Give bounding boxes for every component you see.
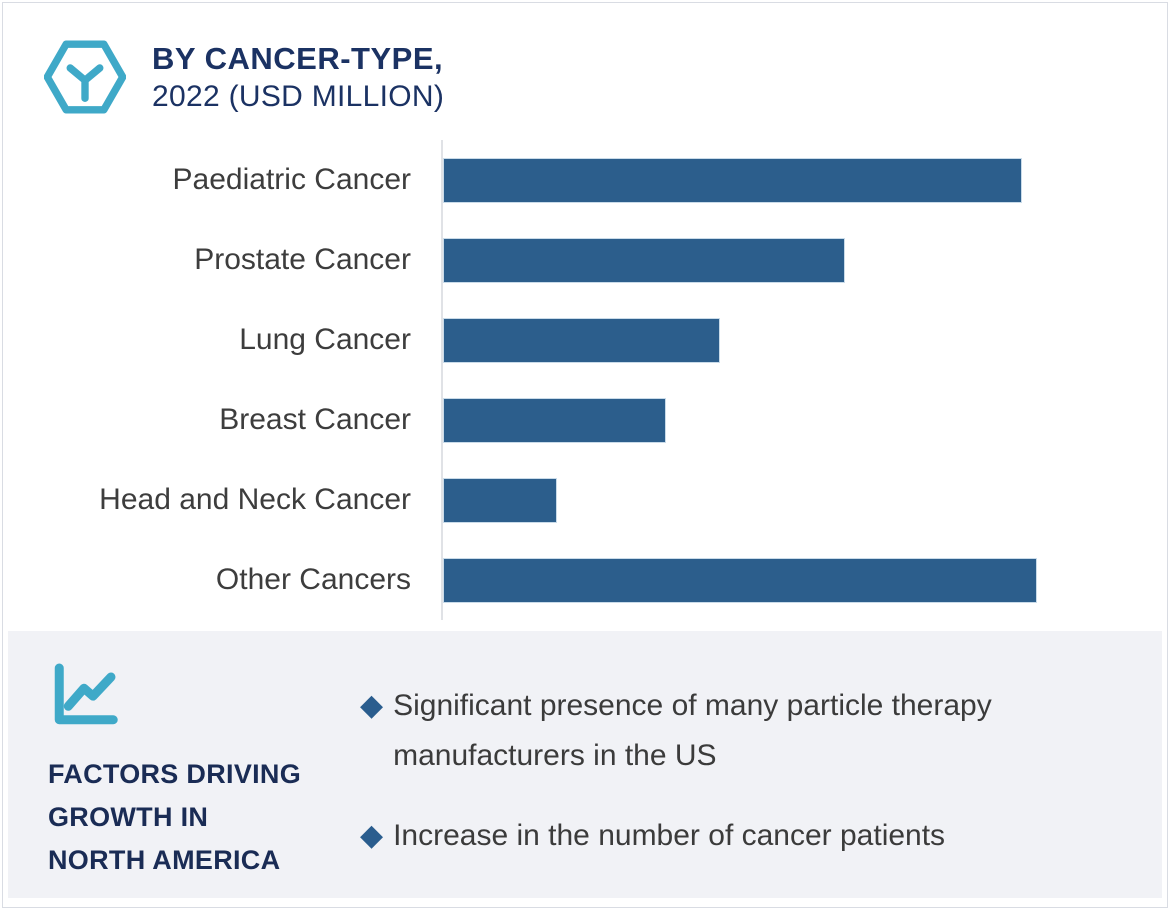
bar-track	[441, 317, 1170, 363]
line-chart-icon	[54, 663, 118, 725]
y-axis-line	[441, 140, 443, 620]
chart-title-line1: BY CANCER-TYPE,	[152, 41, 444, 76]
chart-row: Breast Cancer	[0, 380, 1170, 460]
factors-heading-line2: GROWTH IN	[48, 802, 209, 832]
category-label: Breast Cancer	[219, 403, 411, 436]
chart-row: Other Cancers	[0, 540, 1170, 620]
chart-rows: Paediatric Cancer Prostate Cancer Lung Can…	[0, 140, 1170, 620]
bar	[443, 557, 1037, 603]
diamond-bullet-icon: ◆	[360, 819, 384, 852]
bar-track	[441, 557, 1170, 603]
bar-track	[441, 237, 1170, 283]
bullet-item: ◆ Increase in the number of cancer patie…	[360, 811, 1140, 861]
chart-row: Prostate Cancer	[0, 220, 1170, 300]
factors-panel: FACTORS DRIVING GROWTH IN NORTH AMERICA …	[8, 631, 1162, 898]
bullet-text: Significant presence of many particle th…	[393, 689, 992, 772]
bar	[443, 477, 557, 523]
factors-heading: FACTORS DRIVING GROWTH IN NORTH AMERICA	[48, 753, 301, 882]
category-label: Paediatric Cancer	[172, 163, 411, 196]
bar	[443, 397, 666, 443]
bar	[443, 317, 720, 363]
category-label: Head and Neck Cancer	[99, 483, 411, 516]
chart-header: BY CANCER-TYPE, 2022 (USD MILLION)	[152, 40, 444, 116]
bar	[443, 237, 845, 283]
diamond-bullet-icon: ◆	[360, 689, 384, 722]
factors-bullets: ◆ Significant presence of many particle …	[360, 681, 1140, 891]
bar-track	[441, 397, 1170, 443]
bar-track	[441, 157, 1170, 203]
bullet-item: ◆ Significant presence of many particle …	[360, 681, 1140, 781]
chart-row: Paediatric Cancer	[0, 140, 1170, 220]
chart-title-line2: 2022 (USD MILLION)	[152, 80, 445, 113]
category-label: Prostate Cancer	[194, 243, 411, 276]
bar	[443, 157, 1022, 203]
category-label: Other Cancers	[215, 563, 411, 596]
bullet-text: Increase in the number of cancer patient…	[393, 819, 946, 852]
bar-track	[441, 477, 1170, 523]
chart-row: Head and Neck Cancer	[0, 460, 1170, 540]
factors-heading-line3: NORTH AMERICA	[48, 845, 281, 875]
factors-heading-line1: FACTORS DRIVING	[48, 759, 302, 789]
category-label: Lung Cancer	[239, 323, 411, 356]
bar-chart: Paediatric Cancer Prostate Cancer Lung Can…	[0, 140, 1170, 620]
hexagon-y-logo-icon	[44, 40, 126, 114]
chart-row: Lung Cancer	[0, 300, 1170, 380]
